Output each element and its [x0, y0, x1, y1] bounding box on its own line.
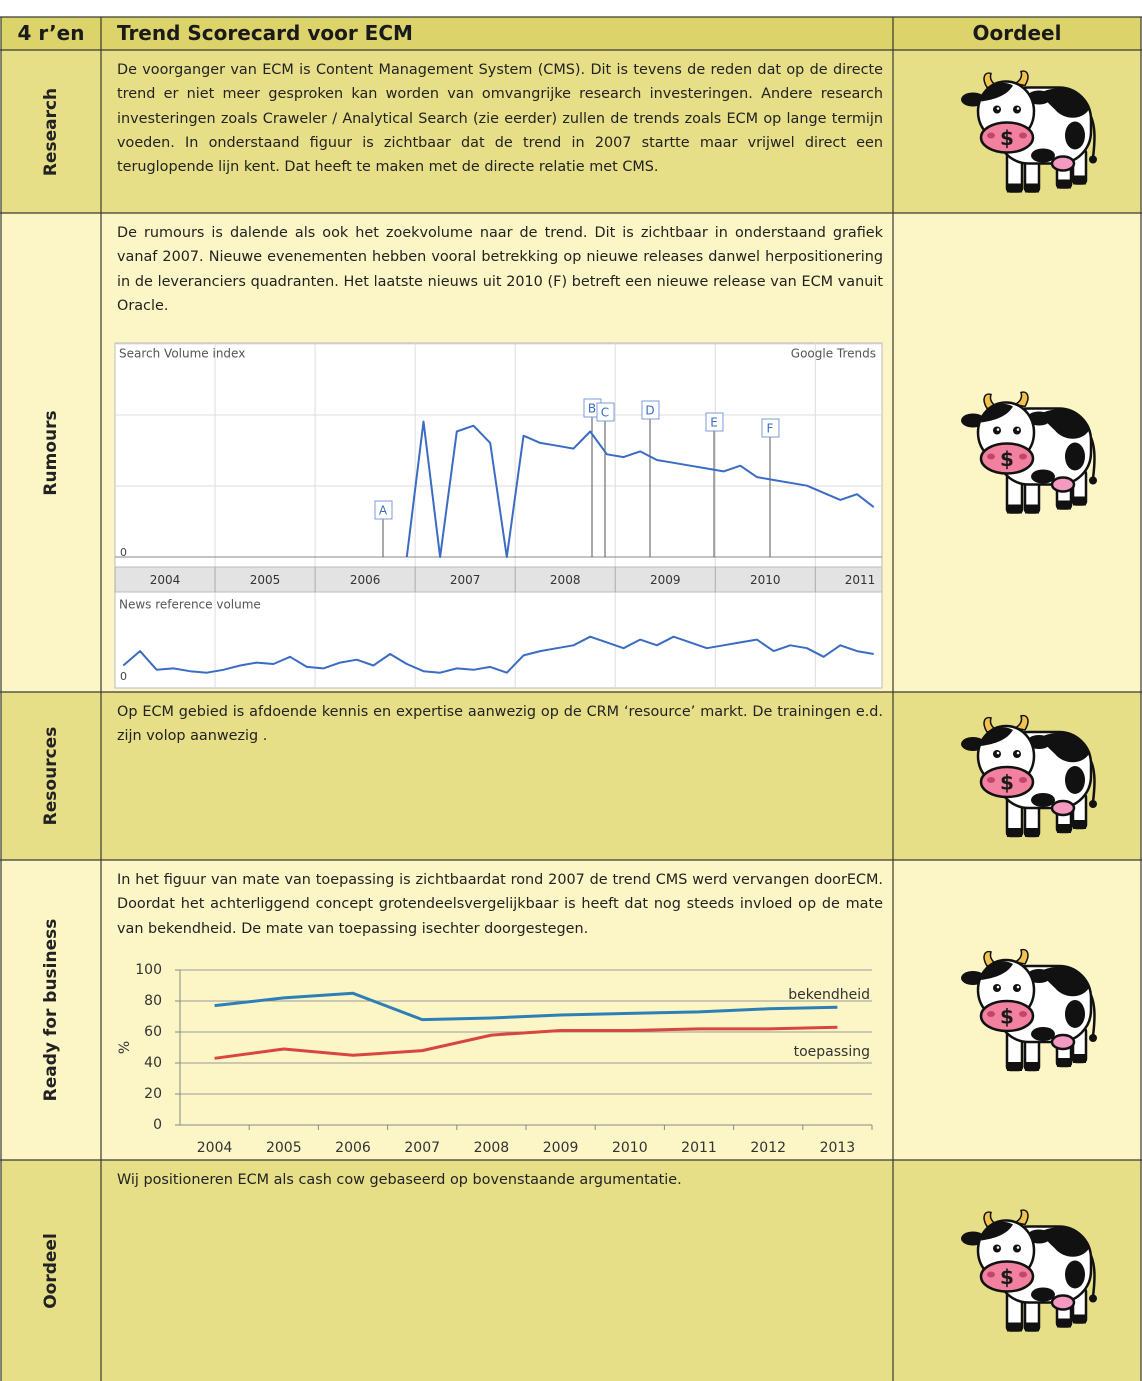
annotation-label: F: [767, 422, 774, 436]
x-tick-label: 2008: [474, 1140, 510, 1156]
series-label: toepassing: [794, 1044, 870, 1060]
annotation-label: D: [645, 404, 654, 418]
cow-icon: $: [961, 392, 1097, 513]
chart-source: Google Trends: [791, 347, 876, 361]
page: 4 r’enTrend Scorecard voor ECMOordeelRes…: [0, 0, 1142, 1381]
x-tick-label: 2004: [150, 573, 181, 587]
cow-dollar: $: [1000, 1265, 1014, 1289]
series-label: bekendheid: [788, 987, 870, 1003]
x-tick-label: 2009: [650, 573, 681, 587]
y-tick-label: 0: [153, 1117, 162, 1133]
cow-icon: $: [961, 950, 1097, 1071]
chart-title: Search Volume index: [119, 347, 245, 361]
cow-dollar: $: [1000, 447, 1014, 471]
x-tick-label: 2005: [250, 573, 281, 587]
annotation-label: B: [588, 402, 596, 416]
cow-dollar: $: [1000, 1005, 1014, 1029]
cow-icon: $: [961, 1210, 1097, 1331]
y-tick-label: 40: [144, 1055, 162, 1071]
x-tick-label: 2011: [845, 573, 876, 587]
series-line: [215, 993, 838, 1019]
cow-dollar: $: [1000, 771, 1014, 795]
x-tick-label: 2013: [820, 1140, 856, 1156]
trends-frame: [115, 343, 882, 688]
annotation-label: C: [601, 406, 609, 420]
x-tick-label: 2006: [335, 1140, 371, 1156]
x-tick-label: 2012: [750, 1140, 786, 1156]
x-tick-label: 2005: [266, 1140, 302, 1156]
cow-dollar: $: [1000, 126, 1014, 150]
overlay: $ $ $ $ $0 Search Volume index Google Trends A B…: [0, 0, 1142, 1381]
y-tick-label: 80: [144, 993, 162, 1009]
x-tick-label: 2007: [404, 1140, 440, 1156]
y-tick-label: 0: [120, 546, 127, 559]
cow-icon: $: [961, 71, 1097, 192]
news-title: News reference volume: [119, 598, 261, 612]
y-axis-label: %: [117, 1041, 133, 1054]
x-tick-label: 2004: [197, 1140, 233, 1156]
x-tick-label: 2008: [550, 573, 581, 587]
y-tick-label: 60: [144, 1024, 162, 1040]
y-tick-label: 100: [135, 962, 162, 978]
x-tick-label: 2006: [350, 573, 381, 587]
x-tick-label: 2011: [681, 1140, 717, 1156]
x-tick-label: 2010: [750, 573, 781, 587]
x-tick-label: 2010: [612, 1140, 648, 1156]
y-tick-label: 0: [120, 670, 127, 683]
y-tick-label: 20: [144, 1086, 162, 1102]
annotation-label: E: [710, 416, 718, 430]
x-tick-label: 2007: [450, 573, 481, 587]
x-tick-label: 2009: [543, 1140, 579, 1156]
annotation-label: A: [379, 504, 388, 518]
cow-icon: $: [961, 716, 1097, 837]
